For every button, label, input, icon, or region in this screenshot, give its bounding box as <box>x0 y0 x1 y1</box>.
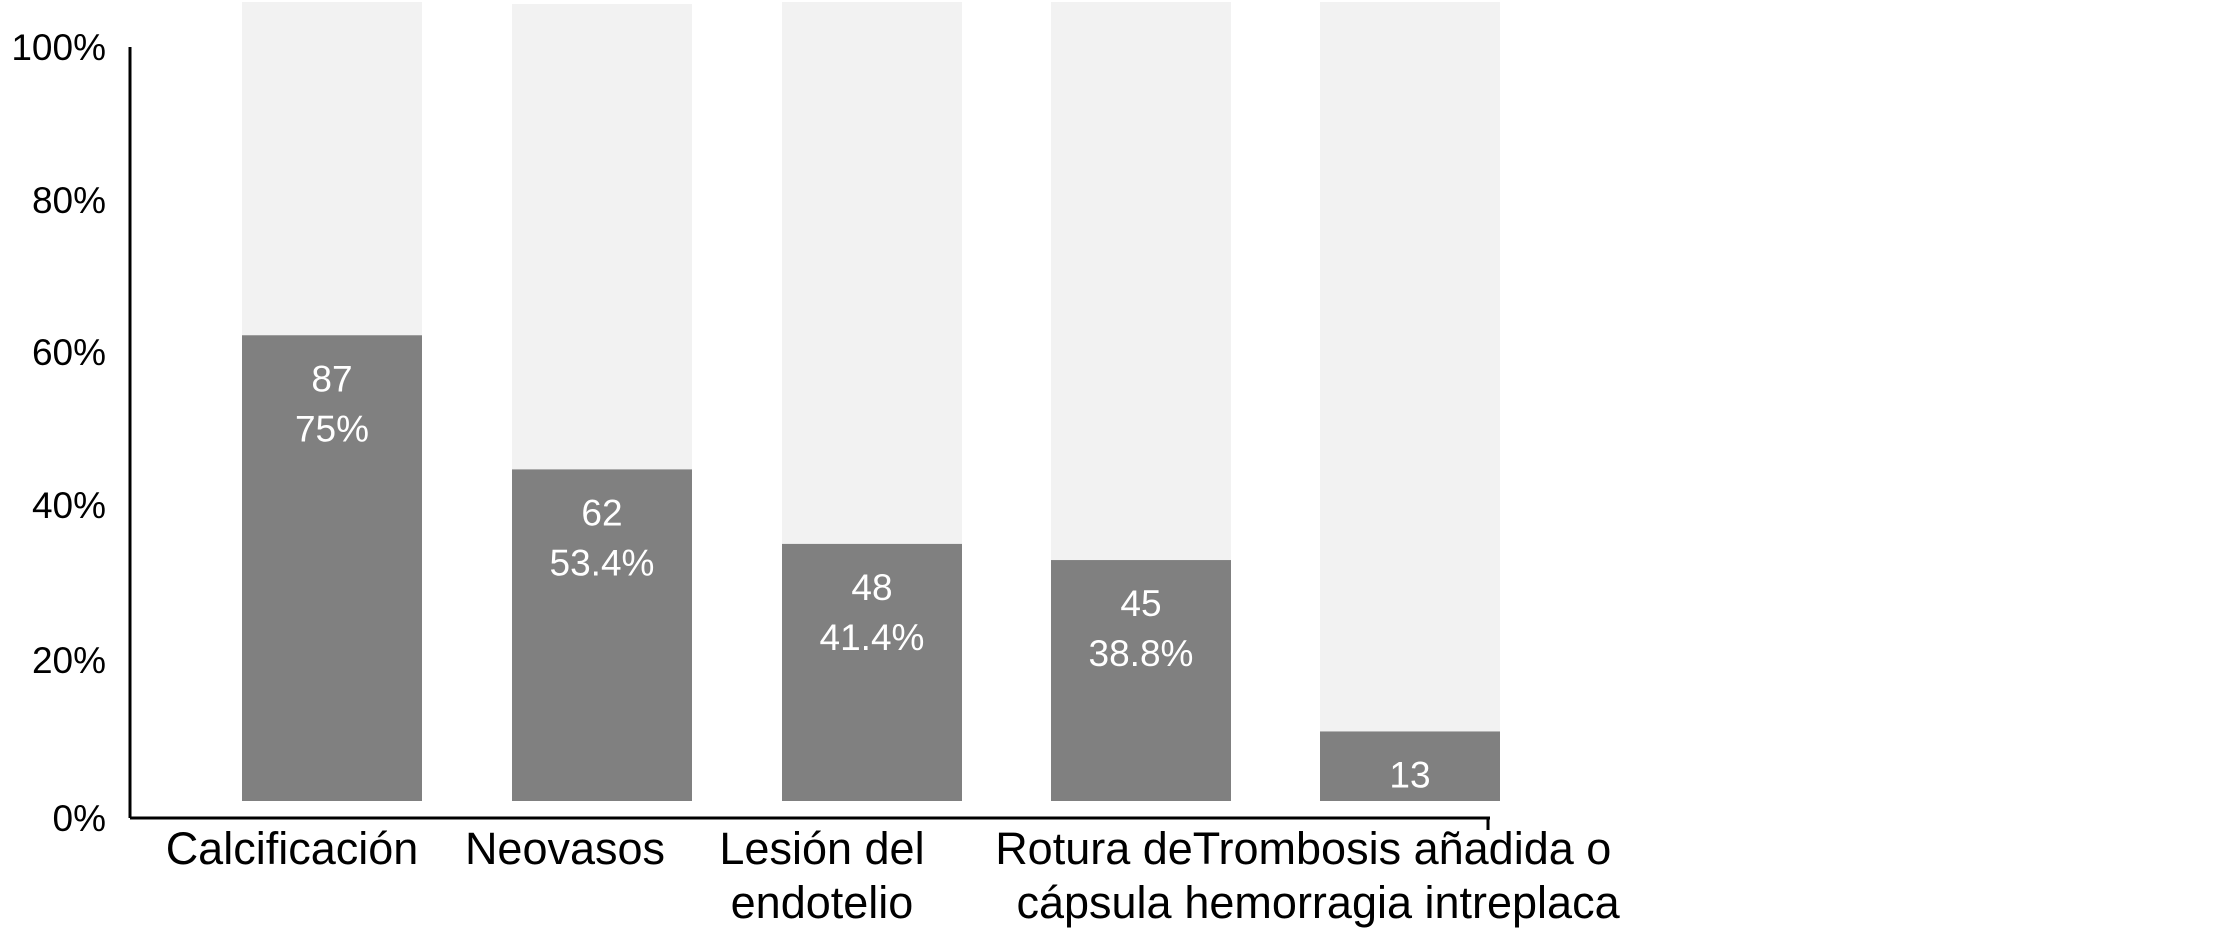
bar-remainder <box>1320 2 1500 732</box>
y-tick-label: 80% <box>32 180 106 221</box>
bar-percent-label: 38.8% <box>1089 633 1194 674</box>
x-category-label: Neovasos <box>465 823 665 874</box>
bars-group <box>242 2 1500 801</box>
x-category-label: Rotura de cápsula <box>995 823 1193 928</box>
x-category-label-line: hemorragia intreplaca <box>1184 877 1620 928</box>
axes-group <box>128 47 1490 830</box>
bar-value <box>1051 560 1231 801</box>
bar-remainder <box>242 2 422 336</box>
x-category-label: Lesión del endotelio <box>719 823 924 928</box>
bar-percent-label: 41.4% <box>820 617 925 658</box>
bar-remainder <box>782 2 962 544</box>
bar-percent-label: 53.4% <box>550 542 655 583</box>
x-category-label-line: Lesión del <box>719 823 924 874</box>
bar-count-label: 62 <box>581 492 622 533</box>
y-tick-label: 0% <box>53 798 106 839</box>
bar-remainder <box>512 4 692 470</box>
x-category-label-line: Trombosis añadida o <box>1193 823 1612 874</box>
y-tick-label: 20% <box>32 640 106 681</box>
bar-value <box>1320 731 1500 801</box>
x-labels-group: Calcificación Neovasos Lesión del endotelio… <box>166 823 1621 928</box>
y-ticks-group: 0% 20% 40% 60% 80% 100% <box>11 27 106 839</box>
x-category-label-line: Neovasos <box>465 823 665 874</box>
y-tick-label: 40% <box>32 485 106 526</box>
x-category-label-line: endotelio <box>731 877 914 928</box>
bar-percent-label: 11.2% <box>1359 804 1461 845</box>
bar-count-label: 48 <box>851 567 892 608</box>
bar-value <box>782 543 962 801</box>
bar-count-label: 87 <box>311 358 352 399</box>
bar-remainder <box>1051 2 1231 561</box>
bar-value <box>242 335 422 801</box>
x-category-label-line: Rotura de <box>995 823 1193 874</box>
x-category-label: Trombosis añadida o hemorragia intreplaca <box>1184 823 1620 928</box>
y-tick-label: 60% <box>32 332 106 373</box>
bar-value <box>512 469 692 801</box>
x-category-label-line: cápsula <box>1016 877 1172 928</box>
y-tick-label: 100% <box>11 27 106 68</box>
bar-labels-group: 87 75% 62 53.4% 48 41.4% 45 38.8% 13 11.2% <box>295 358 1461 845</box>
bar-percent-label: 75% <box>295 408 369 449</box>
x-category-label: Calcificación <box>166 823 419 874</box>
x-category-label-line: Calcificación <box>166 823 419 874</box>
bar-count-label: 13 <box>1389 754 1430 795</box>
bar-count-label: 45 <box>1120 583 1161 624</box>
